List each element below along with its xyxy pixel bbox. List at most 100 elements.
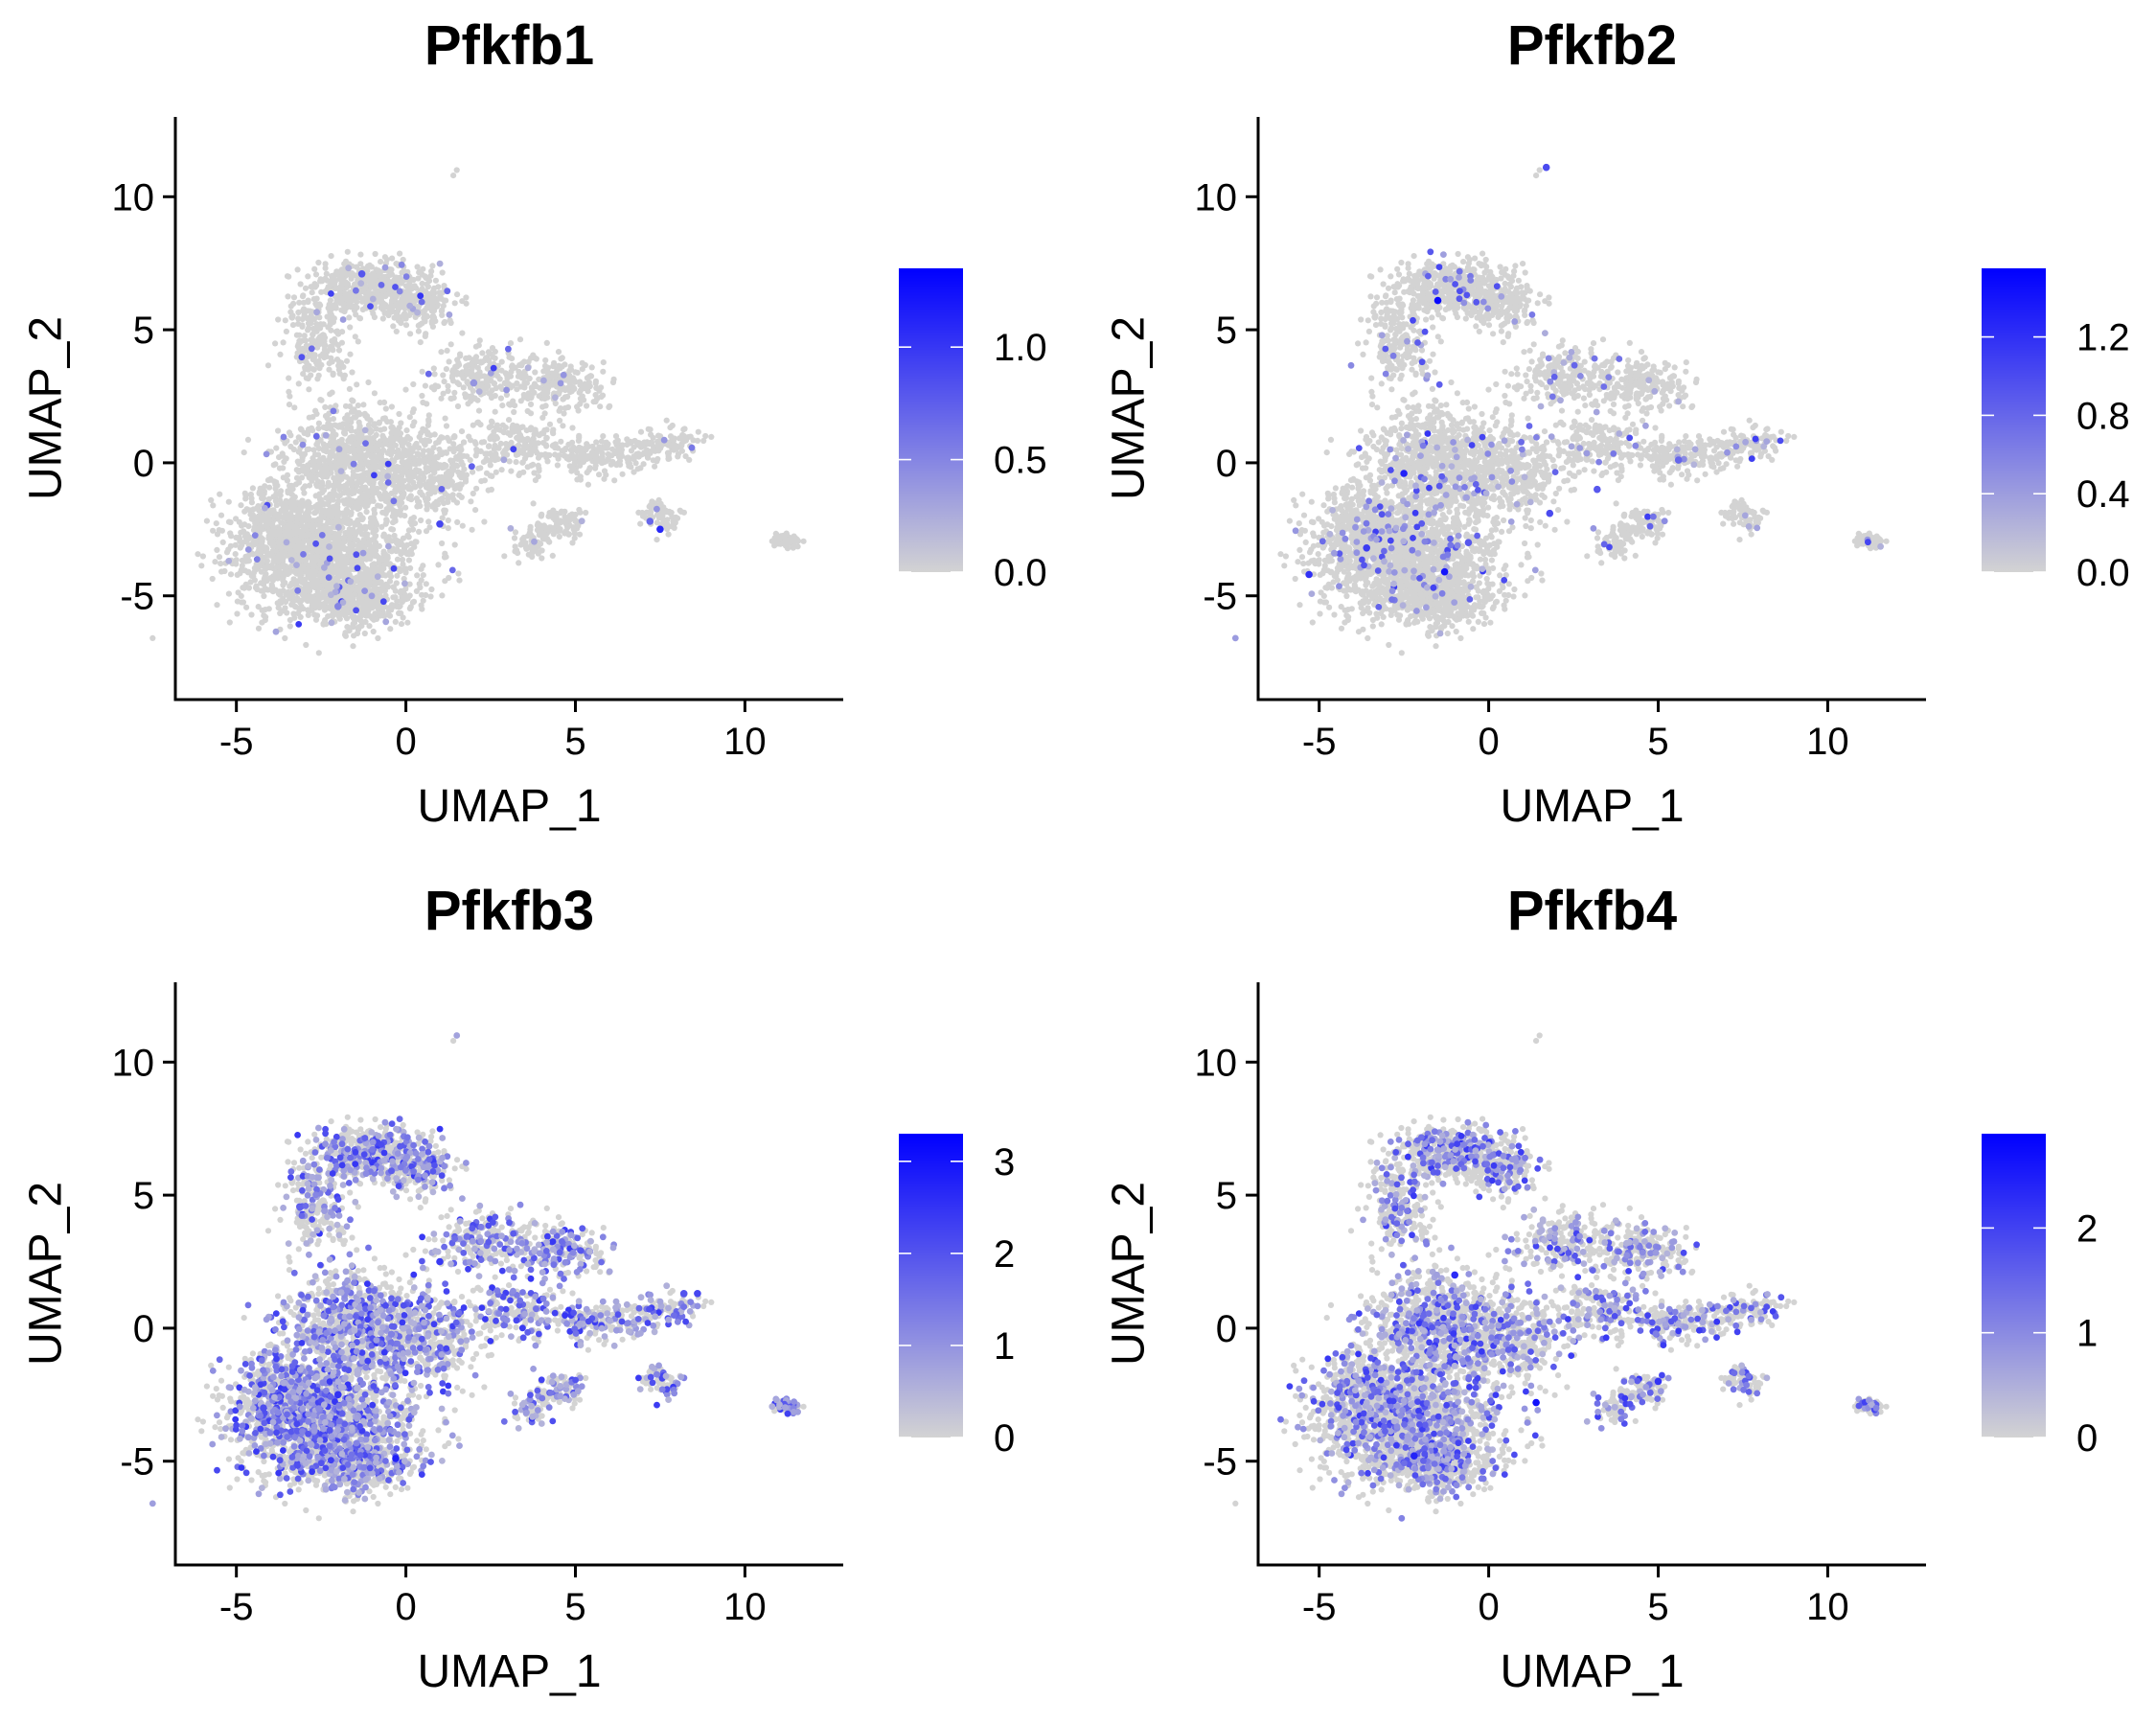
cell-point: [283, 328, 289, 334]
cell-point: [385, 605, 392, 611]
cell-point: [333, 329, 340, 335]
cell-point: [558, 438, 564, 445]
cell-point: [198, 563, 205, 569]
cell-point: [601, 468, 608, 474]
cell-point: [605, 456, 611, 463]
cell-point: [495, 445, 502, 451]
cell-point: [447, 457, 454, 464]
cell-point: [354, 630, 361, 637]
cell-point: [332, 271, 338, 279]
cell-point: [464, 453, 470, 460]
cell-point: [278, 564, 285, 570]
cell-point: [323, 425, 330, 431]
cell-point: [389, 255, 396, 262]
cell-point: [431, 371, 438, 378]
cell-point: [423, 469, 429, 475]
cell-point: [329, 337, 335, 344]
cell-point: [694, 437, 701, 444]
cell-point: [378, 259, 384, 265]
cell-point: [213, 520, 219, 527]
cell-point: [506, 458, 513, 465]
cell-point: [463, 368, 470, 375]
cell-point: [351, 490, 357, 496]
cell-point: [379, 458, 386, 466]
cell-point: [306, 572, 312, 579]
cell-point: [477, 465, 484, 472]
cell-point: [218, 527, 225, 534]
cell-point: [284, 472, 291, 478]
cell-point: [261, 612, 267, 619]
cell-point: [518, 360, 526, 367]
cell-point: [532, 477, 539, 484]
cell-point: [287, 623, 293, 630]
cell-point: [378, 426, 384, 433]
cell-point: [284, 610, 290, 616]
cell-point: [511, 428, 517, 435]
cell-point: [625, 459, 631, 466]
cell-point: [306, 514, 312, 521]
cell-point: [484, 379, 491, 385]
cell-point: [456, 472, 463, 479]
cell-point: [303, 501, 310, 508]
cell-point: [488, 418, 495, 425]
cell-point: [371, 390, 378, 397]
cell-point: [569, 465, 577, 472]
cell-point: [306, 426, 312, 433]
cell-point: [305, 297, 311, 304]
cell-point: [310, 284, 316, 290]
cell-point: [454, 518, 461, 526]
cell-point: [408, 297, 415, 304]
cell-point: [344, 281, 351, 288]
cell-point: [361, 630, 368, 637]
cell-point: [259, 526, 265, 533]
cell-point: [408, 551, 415, 558]
cell-point: [395, 487, 401, 494]
cell-point: [379, 468, 387, 475]
cell-point: [239, 557, 245, 564]
cell-point: [419, 392, 425, 400]
cell-point: [318, 479, 326, 486]
cell-point: [272, 481, 279, 488]
cell-point: [238, 502, 244, 509]
cell-point: [454, 380, 461, 386]
cell-point: [411, 284, 418, 290]
cell-point: [352, 334, 358, 340]
cell-point: [532, 369, 539, 376]
cell-point: [290, 537, 297, 543]
cell-point: [675, 453, 681, 460]
cell-point: [432, 500, 439, 507]
cell-point: [226, 619, 233, 626]
cell-point: [574, 403, 581, 410]
cell-point: [195, 551, 201, 558]
cell-point: [301, 333, 308, 339]
cell-point: [357, 251, 364, 258]
cell-point: [508, 468, 515, 474]
cell-point: [297, 613, 304, 621]
cell-point: [454, 402, 462, 410]
cell-point: [302, 588, 309, 595]
cell-point: [537, 384, 543, 391]
cell-point: [352, 408, 358, 415]
cell-point: [328, 449, 334, 456]
cell-point: [350, 643, 356, 650]
cell-point: [291, 577, 298, 584]
cell-point: [356, 558, 363, 564]
cell-point: [274, 574, 281, 581]
cell-point: [387, 419, 394, 426]
cell-point: [424, 401, 430, 407]
cell-point: [447, 317, 453, 324]
cell-point: [370, 518, 377, 524]
cell-point: [342, 509, 349, 516]
cell-point: [258, 568, 264, 575]
cell-point: [300, 523, 307, 531]
cell-point: [338, 475, 345, 482]
cell-point: [439, 592, 446, 599]
cell-point: [354, 381, 360, 388]
cell-point: [225, 498, 232, 505]
cell-point: [306, 414, 312, 421]
cell-point: [521, 394, 528, 401]
cell-point: [288, 513, 295, 519]
cell-point: [479, 350, 486, 356]
cell-point: [356, 439, 363, 446]
cell-point: [446, 468, 452, 474]
